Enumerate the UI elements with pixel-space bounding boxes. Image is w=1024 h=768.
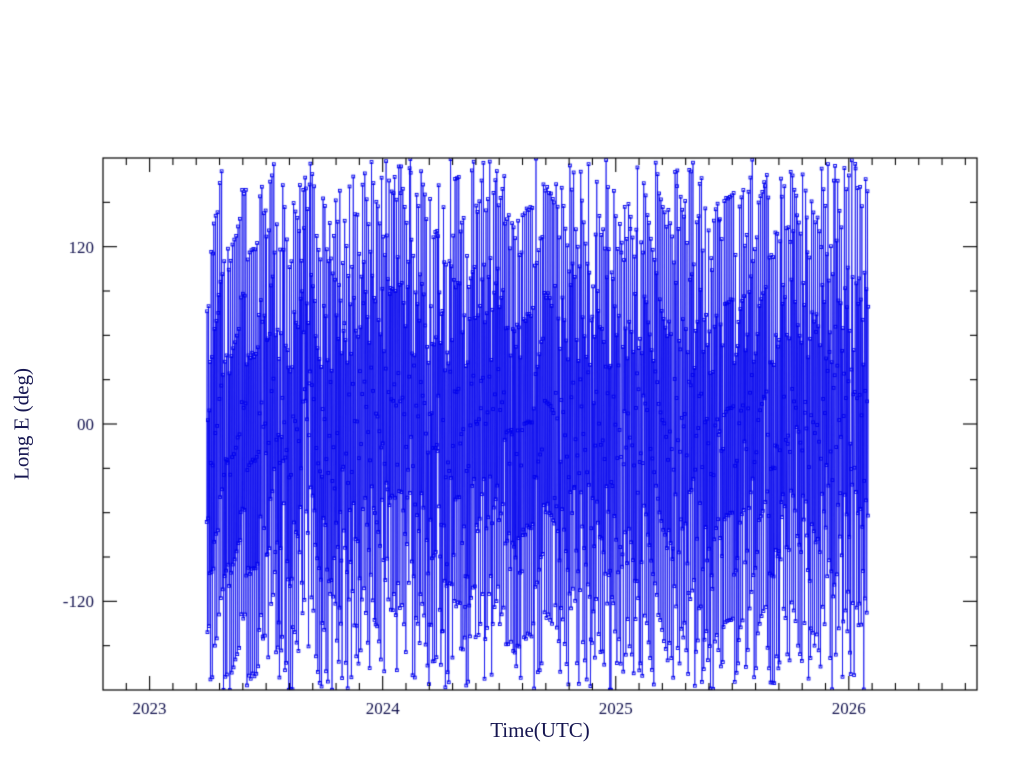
y-axis-label: Long E (deg) bbox=[9, 368, 34, 480]
x-axis-label: Time(UTC) bbox=[490, 718, 590, 742]
